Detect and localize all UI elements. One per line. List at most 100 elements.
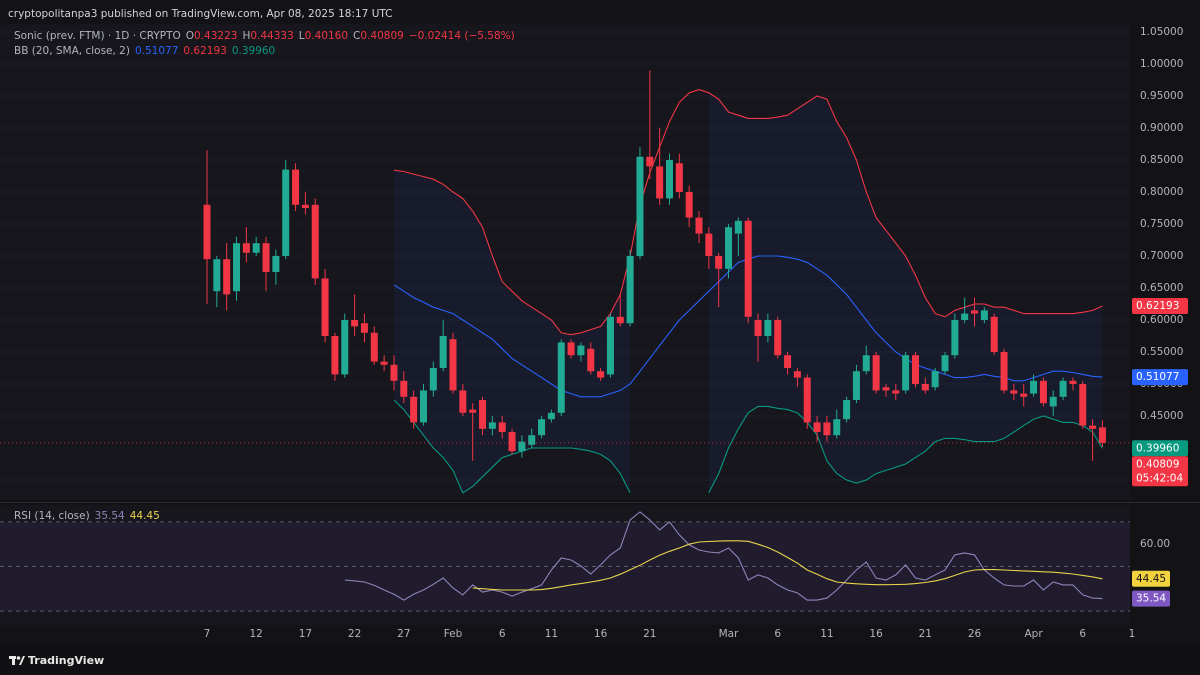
candle-body [547, 412, 555, 420]
ohlc-item: H0.44333 [242, 30, 293, 42]
x-tick-label: 6 [1079, 628, 1086, 640]
y-tick-label: 0.80000 [1140, 186, 1183, 198]
candle-body [351, 320, 359, 327]
candle-body [508, 432, 516, 452]
x-tick-label: Apr [1024, 628, 1043, 640]
candle-body [272, 256, 280, 272]
candle-body [213, 259, 221, 292]
candle-body [911, 355, 919, 384]
candle-body [587, 348, 595, 372]
candle-body [823, 422, 831, 436]
candle-body [360, 323, 368, 333]
candle-body [675, 163, 683, 192]
candle-body [1000, 352, 1008, 391]
candle-body [892, 390, 900, 394]
candle-body [616, 316, 624, 324]
rsi-pane [0, 505, 1130, 625]
x-tick-label: 7 [204, 628, 211, 640]
y-tick-label: 1.05000 [1140, 26, 1183, 38]
price-tag [1132, 440, 1188, 457]
candle-body [813, 422, 821, 432]
indicator-line [393, 89, 1103, 336]
price-plot [203, 70, 1106, 494]
y-tick-label: 0.70000 [1140, 250, 1183, 262]
candle-body [400, 380, 408, 397]
candle-body [793, 371, 801, 378]
candle-body [380, 361, 388, 365]
candle-body [439, 336, 447, 368]
candle-body [479, 400, 487, 429]
candle-body [567, 342, 575, 356]
symbol: Sonic (prev. FTM) · 1D · CRYPTO [14, 30, 181, 42]
y-tick-label: 0.65000 [1140, 282, 1183, 294]
indicator-name: BB (20, SMA, close, 2) [14, 45, 130, 57]
candle-body [1089, 425, 1097, 429]
candle-body [390, 364, 398, 381]
x-tick-label: 1 [1129, 628, 1136, 640]
candle-body [921, 384, 929, 391]
candle-body [370, 332, 378, 362]
x-tick-label: 16 [594, 628, 608, 640]
y-tick-label: 0.75000 [1140, 218, 1183, 230]
candle-body [882, 387, 890, 391]
candle-body [764, 320, 772, 336]
ohlc-key: H [242, 30, 251, 42]
x-tick-label: 26 [968, 628, 982, 640]
candle-body [803, 377, 811, 423]
candle-body [311, 204, 319, 279]
rsi-value: 44.45 [129, 510, 160, 522]
price-tag [1132, 297, 1188, 314]
x-tick-label: 6 [774, 628, 781, 640]
candle-body [754, 320, 762, 336]
candle-body [498, 422, 506, 432]
price-tag-label: 0.62193 [1136, 300, 1179, 312]
candle-body [203, 204, 211, 260]
candle-body [410, 396, 418, 423]
candle-body [577, 345, 585, 356]
candle-body [931, 371, 939, 388]
ohlc-key: C [353, 30, 361, 42]
candle-body [557, 342, 565, 413]
rsi-tag-label: 44.45 [1136, 573, 1166, 585]
candle-body [665, 160, 673, 199]
x-tick-label: 11 [820, 628, 833, 640]
candle-body [774, 320, 782, 356]
candle-body [902, 355, 910, 391]
candle-body [321, 278, 329, 336]
candle-body [459, 390, 467, 413]
rsi-tag [1132, 590, 1170, 607]
candle-body [1039, 380, 1047, 404]
indicator-value: 0.51077 [134, 45, 179, 57]
price-tag-label: 0.39960 [1136, 442, 1179, 454]
ohlc-key: O [185, 30, 195, 42]
candle-body [488, 422, 496, 429]
x-tick-label: 22 [348, 628, 361, 640]
x-tick-label: 21 [643, 628, 656, 640]
candle-body [1049, 396, 1057, 407]
candle-body [429, 368, 437, 391]
last-price-tag [1132, 456, 1188, 487]
x-tick-label: Feb [444, 628, 463, 640]
candle-body [784, 355, 792, 368]
price-tag-label: 0.51077 [1136, 371, 1179, 383]
candle-body [419, 390, 427, 423]
candle-body [656, 166, 664, 199]
publish-line: cryptopolitanpa3 published on TradingVie… [8, 8, 393, 20]
x-tick-label: 21 [919, 628, 932, 640]
x-tick-label: 12 [250, 628, 263, 640]
price-pane [0, 24, 1130, 500]
footer-bar [0, 645, 1200, 675]
ohlc-value: 0.44333 [250, 30, 294, 42]
candle-body [725, 227, 733, 269]
candle-body [292, 169, 300, 205]
x-tick-label: Mar [719, 628, 739, 640]
indicator-value: 0.62193 [183, 45, 227, 57]
y-tick-label: 0.55000 [1140, 346, 1183, 358]
candle-body [282, 169, 290, 256]
candle-body [872, 355, 880, 391]
candle-body [685, 192, 693, 218]
candle-body [233, 243, 241, 292]
rsi-legend: RSI (14, close) 35.54 44.45 [14, 510, 160, 522]
candle-body [597, 371, 605, 378]
y-tick-label: 0.60000 [1140, 314, 1183, 326]
